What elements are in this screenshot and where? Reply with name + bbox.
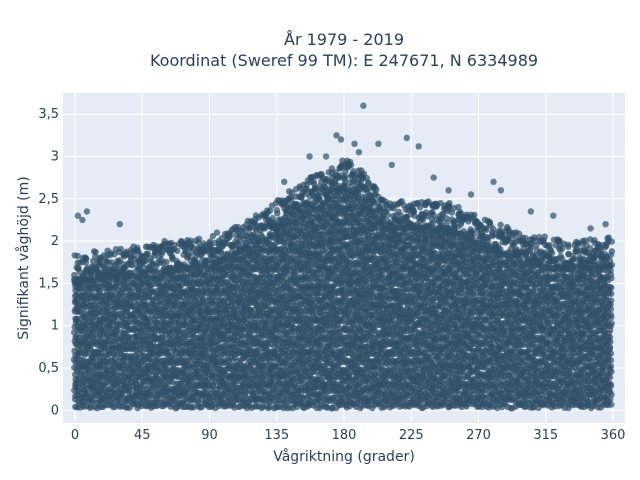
data-point — [195, 235, 203, 242]
data-point — [163, 258, 170, 266]
data-point — [128, 261, 135, 268]
data-points — [70, 102, 616, 412]
data-point — [274, 210, 281, 217]
data-point — [121, 265, 128, 272]
data-point — [88, 268, 95, 275]
data-point — [269, 214, 276, 222]
data-point — [92, 248, 99, 256]
chart-title: År 1979 - 2019 — [284, 30, 404, 49]
data-point — [174, 247, 181, 254]
data-point — [117, 245, 125, 253]
data-point — [89, 257, 97, 265]
data-point — [111, 251, 118, 258]
data-point — [226, 233, 233, 240]
data-point — [140, 264, 147, 271]
data-point — [74, 252, 82, 260]
data-point — [82, 255, 90, 262]
chart-subtitle: Koordinat (Sweref 99 TM): E 247671, N 63… — [150, 51, 538, 70]
